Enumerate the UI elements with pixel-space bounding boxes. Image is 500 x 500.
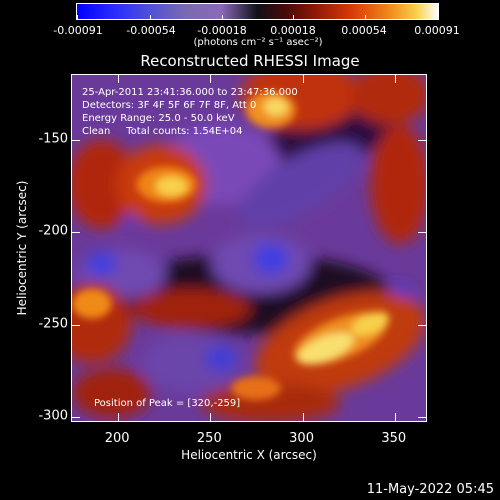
y-tick-label: -150 bbox=[38, 131, 68, 147]
x-axis-label: Heliocentric X (arcsec) bbox=[181, 448, 317, 462]
colorbar-tick-label: -0.00054 bbox=[126, 24, 176, 37]
x-tick-mark bbox=[210, 75, 212, 83]
plot-area: 25-Apr-2011 23:41:36.000 to 23:47:36.000… bbox=[71, 74, 427, 422]
colorbar-tick bbox=[77, 15, 78, 19]
x-tick-mark bbox=[210, 413, 212, 421]
y-tick-mark bbox=[72, 139, 80, 141]
x-tick-label: 250 bbox=[196, 431, 222, 446]
x-tick-label: 350 bbox=[381, 431, 407, 446]
colorbar-tick-label: 0.00091 bbox=[414, 24, 460, 37]
energy-range: Energy Range: 25.0 - 50.0 keV bbox=[82, 113, 235, 124]
peak-position: Position of Peak = [320,-259] bbox=[94, 398, 241, 409]
chart-title: Reconstructed RHESSI Image bbox=[140, 52, 360, 70]
colorbar bbox=[76, 3, 439, 20]
y-tick-mark bbox=[418, 139, 426, 141]
colorbar-tick-label: 0.00054 bbox=[341, 24, 387, 37]
y-tick-mark bbox=[418, 417, 426, 419]
colorbar-tick bbox=[438, 15, 439, 19]
y-tick-mark bbox=[72, 324, 80, 326]
observation-time: 25-Apr-2011 23:41:36.000 to 23:47:36.000 bbox=[82, 87, 298, 98]
y-tick-mark bbox=[418, 232, 426, 234]
x-tick-mark bbox=[302, 413, 304, 421]
y-tick-label: -200 bbox=[38, 223, 68, 239]
y-axis-label: Heliocentric Y (arcsec) bbox=[15, 180, 29, 316]
colorbar-tick bbox=[293, 15, 295, 19]
x-tick-mark bbox=[394, 75, 396, 83]
x-tick-mark bbox=[302, 75, 304, 83]
x-tick-mark bbox=[394, 413, 396, 421]
y-tick-mark bbox=[72, 417, 80, 419]
colorbar-tick-label: -0.00091 bbox=[53, 24, 103, 37]
colorbar-tick bbox=[221, 15, 223, 19]
detectors-info: Detectors: 3F 4F 5F 6F 7F 8F, Att 0 bbox=[82, 100, 257, 111]
colorbar-tick-label: -0.00018 bbox=[197, 24, 247, 37]
x-tick-label: 300 bbox=[289, 431, 314, 446]
x-tick-label: 200 bbox=[104, 431, 130, 446]
colorbar-tick-label: 0.00018 bbox=[270, 24, 316, 37]
timestamp: 11-May-2022 05:45 bbox=[366, 482, 494, 497]
y-tick-label: -250 bbox=[38, 316, 68, 332]
colorbar-unit-label: (photons cm⁻² s⁻¹ asec⁻²) bbox=[193, 37, 323, 48]
clean-total-counts: Clean Total counts: 1.54E+04 bbox=[82, 126, 243, 137]
y-tick-label: -300 bbox=[38, 408, 68, 424]
colorbar-tick bbox=[364, 15, 366, 19]
y-tick-mark bbox=[72, 232, 80, 234]
y-tick-mark bbox=[418, 324, 426, 326]
x-tick-mark bbox=[118, 413, 120, 421]
colorbar-tick bbox=[150, 15, 152, 19]
x-tick-mark bbox=[118, 75, 120, 83]
heatmap-image bbox=[72, 75, 426, 421]
